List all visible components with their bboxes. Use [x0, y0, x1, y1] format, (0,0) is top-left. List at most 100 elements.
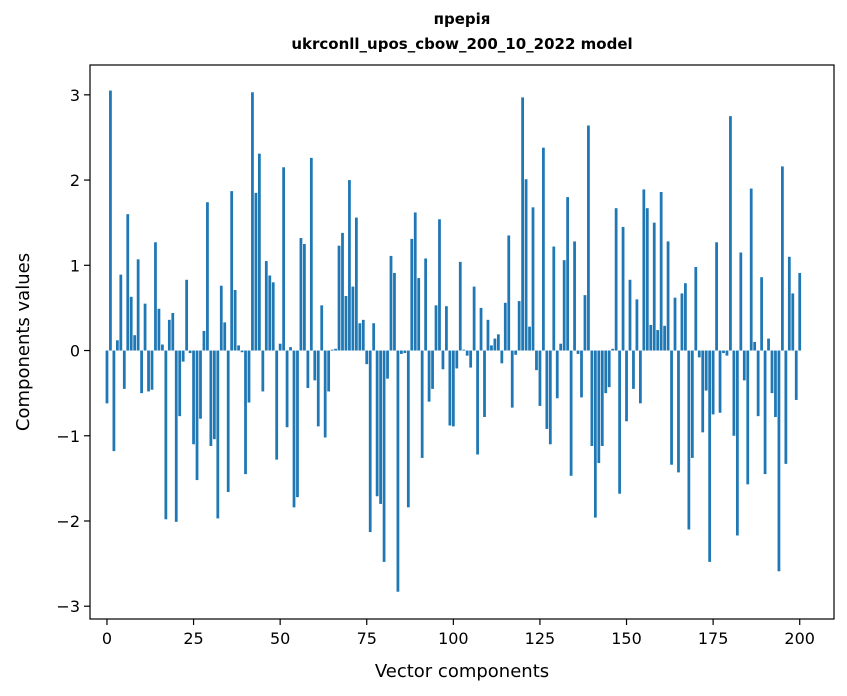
bar-154 — [638, 350, 642, 404]
bar-1 — [109, 90, 112, 351]
bar-120 — [521, 97, 524, 351]
bar-86 — [403, 350, 407, 354]
bar-8 — [133, 335, 137, 351]
bar-63 — [323, 350, 327, 438]
bar-148 — [618, 350, 621, 494]
bar-132 — [562, 260, 566, 351]
bar-77 — [372, 323, 376, 351]
bar-18 — [167, 319, 171, 351]
bar-73 — [358, 323, 362, 351]
bar-102 — [458, 261, 462, 351]
bar-172 — [701, 350, 705, 433]
bar-23 — [185, 279, 189, 351]
bar-87 — [406, 350, 410, 508]
bar-17 — [164, 350, 168, 520]
bar-11 — [143, 303, 147, 351]
bar-51 — [282, 167, 286, 351]
bar-67 — [337, 245, 341, 351]
bar-150 — [625, 350, 628, 422]
bar-196 — [784, 350, 788, 464]
plot-frame — [89, 64, 835, 620]
bar-142 — [597, 350, 601, 464]
bar-175 — [711, 350, 715, 415]
bar-16 — [161, 344, 164, 351]
bar-2 — [112, 350, 116, 452]
y-axis-ticks: −3 −2 −1 0 1 2 3 — [56, 86, 90, 616]
bar-131 — [559, 343, 563, 351]
x-tick-label: 125 — [525, 629, 556, 648]
bar-161 — [663, 325, 667, 351]
bar-158 — [652, 222, 656, 351]
bar-22 — [181, 350, 185, 362]
y-tick-label: 1 — [70, 256, 80, 275]
bar-97 — [441, 350, 445, 370]
x-tick-label: 25 — [183, 629, 203, 648]
bar-128 — [548, 350, 552, 445]
bar-190 — [763, 350, 767, 475]
bar-43 — [254, 192, 258, 351]
bar-145 — [607, 350, 611, 388]
y-tick-label: 2 — [70, 171, 80, 190]
x-tick-label: 0 — [102, 629, 112, 648]
bar-84 — [396, 350, 400, 592]
bar-57 — [303, 243, 306, 351]
bar-45 — [261, 350, 265, 392]
x-tick-label: 75 — [357, 629, 377, 648]
bar-55 — [296, 350, 299, 498]
bar-114 — [500, 350, 504, 364]
bar-162 — [666, 241, 670, 351]
bar-60 — [313, 350, 317, 381]
bar-37 — [233, 290, 237, 351]
bar-30 — [209, 350, 213, 446]
bar-125 — [538, 350, 542, 406]
bar-169 — [690, 350, 694, 458]
bar-70 — [348, 180, 351, 351]
bar-167 — [684, 283, 687, 351]
bar-168 — [687, 350, 691, 530]
bar-163 — [670, 350, 673, 465]
bar-192 — [770, 350, 774, 394]
bar-164 — [673, 297, 677, 351]
bar-176 — [715, 242, 718, 351]
bar-4 — [119, 274, 123, 351]
bar-88 — [410, 238, 414, 351]
bar-136 — [576, 350, 580, 354]
bar-105 — [469, 350, 473, 368]
bar-98 — [445, 306, 448, 351]
bar-85 — [400, 350, 403, 354]
bar-56 — [299, 238, 303, 351]
bar-134 — [569, 350, 573, 476]
bar-177 — [718, 350, 722, 413]
bar-12 — [147, 350, 150, 392]
bar-24 — [188, 350, 192, 354]
bar-110 — [486, 319, 490, 351]
bar-15 — [157, 308, 161, 351]
bar-10 — [140, 350, 143, 394]
bar-100 — [451, 350, 455, 427]
bar-174 — [708, 350, 712, 562]
bar-126 — [542, 147, 545, 351]
bar-199 — [794, 350, 798, 400]
bar-6 — [126, 214, 130, 351]
bar-113 — [496, 334, 500, 351]
bar-36 — [230, 191, 234, 351]
bar-185 — [746, 350, 750, 485]
bar-141 — [593, 350, 597, 518]
bar-160 — [659, 191, 663, 351]
bar-32 — [216, 350, 220, 519]
bar-191 — [767, 338, 770, 351]
bar-40 — [244, 350, 247, 475]
bar-152 — [632, 350, 635, 389]
bar-35 — [226, 350, 230, 493]
bar-89 — [413, 212, 417, 351]
bar-90 — [417, 278, 421, 351]
bar-146 — [611, 348, 615, 351]
bar-116 — [507, 235, 511, 351]
bar-151 — [628, 279, 632, 351]
bar-139 — [587, 125, 590, 351]
bar-144 — [604, 350, 608, 394]
bar-156 — [645, 208, 649, 351]
bar-49 — [275, 350, 279, 460]
bar-31 — [212, 350, 216, 440]
x-tick-label: 50 — [270, 629, 290, 648]
